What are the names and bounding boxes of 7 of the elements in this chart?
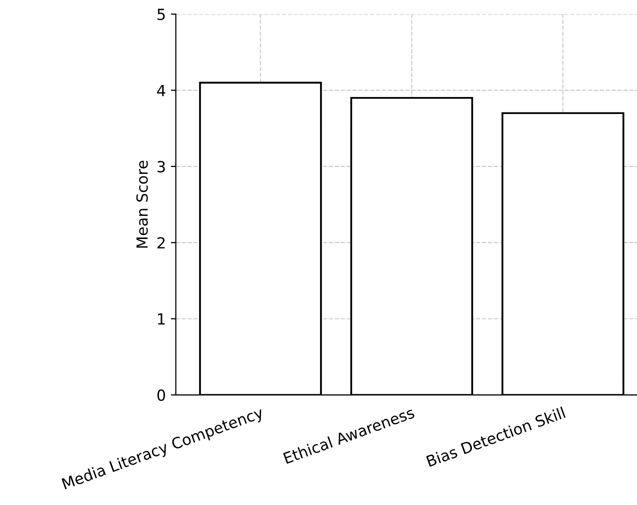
y-tick-label: 0: [157, 389, 166, 401]
y-tick-label: 2: [157, 237, 165, 248]
y-axis-title: Mean Score: [136, 160, 148, 248]
y-tick-label: 4: [157, 84, 166, 96]
y-tick-label: 3: [158, 160, 165, 172]
y-tick-label: 5: [158, 8, 165, 20]
y-tick-label: 1: [158, 313, 165, 325]
